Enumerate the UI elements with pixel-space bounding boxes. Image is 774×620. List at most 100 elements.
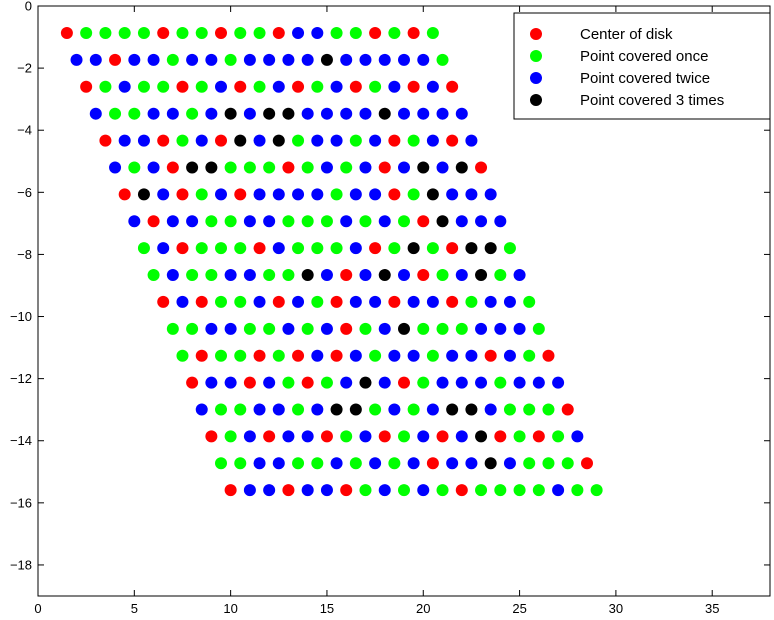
- point-point-covered-twice: [359, 161, 372, 174]
- point-point-covered-once: [243, 322, 256, 335]
- point-point-covered-twice: [243, 269, 256, 282]
- point-point-covered-twice: [503, 295, 516, 308]
- point-point-covered-twice: [436, 376, 449, 389]
- point-point-covered-twice: [407, 349, 420, 362]
- point-point-covered-twice: [263, 215, 276, 228]
- point-point-covered-once: [128, 161, 141, 174]
- point-point-covered-twice: [340, 53, 353, 66]
- point-point-covered-twice: [552, 484, 565, 497]
- point-center-of-disk: [407, 80, 420, 93]
- point-center-of-disk: [157, 295, 170, 308]
- point-point-covered-once: [513, 484, 526, 497]
- point-point-covered-once: [349, 457, 362, 470]
- point-point-covered-twice: [484, 403, 497, 416]
- point-point-covered-once: [503, 242, 516, 255]
- point-point-covered-twice: [369, 457, 382, 470]
- point-point-covered-twice: [243, 484, 256, 497]
- point-point-covered-twice: [282, 322, 295, 335]
- point-point-covered-once: [513, 430, 526, 443]
- point-center-of-disk: [118, 188, 131, 201]
- point-center-of-disk: [417, 215, 430, 228]
- point-point-covered-twice: [378, 484, 391, 497]
- point-center-of-disk: [484, 349, 497, 362]
- point-point-covered-once: [253, 27, 266, 40]
- y-tick-label: −2: [17, 61, 32, 76]
- point-point-covered-once: [234, 27, 247, 40]
- point-center-of-disk: [272, 27, 285, 40]
- point-point-covered-twice: [186, 215, 199, 228]
- point-point-covered-twice: [446, 457, 459, 470]
- point-point-covered-once: [407, 403, 420, 416]
- point-point-covered-twice: [128, 53, 141, 66]
- point-point-covered-twice: [532, 376, 545, 389]
- point-center-of-disk: [378, 161, 391, 174]
- point-point-covered-once: [503, 403, 516, 416]
- point-point-covered-once: [215, 349, 227, 362]
- point-point-covered-twice: [243, 53, 256, 66]
- point-point-covered-once: [80, 27, 93, 40]
- point-point-covered-twice: [426, 403, 439, 416]
- x-tick-label: 25: [512, 601, 526, 616]
- point-point-covered-once: [176, 349, 189, 362]
- point-center-of-disk: [340, 322, 353, 335]
- point-center-of-disk: [176, 242, 189, 255]
- point-point-covered-twice: [484, 295, 497, 308]
- point-point-covered-once: [195, 27, 208, 40]
- point-point-covered-once: [475, 484, 488, 497]
- point-point-covered-once: [215, 242, 227, 255]
- point-point-covered-twice: [311, 403, 324, 416]
- point-point-covered-once: [436, 269, 449, 282]
- point-center-of-disk: [166, 161, 179, 174]
- point-point-covered-twice: [224, 269, 237, 282]
- point-point-covered-twice: [359, 53, 372, 66]
- point-center-of-disk: [176, 80, 189, 93]
- point-center-of-disk: [388, 188, 401, 201]
- point-point-covered-twice: [243, 107, 256, 120]
- point-point-covered-once: [224, 53, 237, 66]
- point-center-of-disk: [282, 161, 295, 174]
- point-point-covered-once: [205, 215, 218, 228]
- point-point-covered-twice: [359, 269, 372, 282]
- point-center-of-disk: [446, 242, 459, 255]
- point-point-covered-twice: [137, 134, 150, 147]
- point-point-covered-twice: [282, 430, 295, 443]
- point-point-covered-once: [388, 27, 401, 40]
- point-point-covered-once: [292, 403, 305, 416]
- y-tick-label: −18: [10, 557, 32, 572]
- point-point-covered-once: [542, 457, 555, 470]
- point-point-covered-once: [195, 242, 208, 255]
- point-point-covered-3-times: [301, 269, 314, 282]
- point-center-of-disk: [320, 430, 333, 443]
- point-point-covered-3-times: [330, 403, 343, 416]
- point-point-covered-twice: [388, 403, 401, 416]
- point-point-covered-twice: [311, 349, 324, 362]
- point-point-covered-once: [186, 322, 199, 335]
- point-point-covered-once: [301, 215, 314, 228]
- point-point-covered-3-times: [465, 403, 478, 416]
- point-point-covered-once: [561, 457, 574, 470]
- point-point-covered-once: [109, 107, 122, 120]
- point-center-of-disk: [99, 134, 112, 147]
- x-tick-label: 20: [416, 601, 430, 616]
- point-point-covered-once: [417, 322, 430, 335]
- point-point-covered-twice: [215, 188, 227, 201]
- point-point-covered-twice: [494, 322, 507, 335]
- point-point-covered-twice: [330, 80, 343, 93]
- point-point-covered-3-times: [263, 107, 276, 120]
- point-point-covered-once: [369, 80, 382, 93]
- point-point-covered-twice: [359, 107, 372, 120]
- point-point-covered-3-times: [475, 269, 488, 282]
- point-point-covered-twice: [253, 457, 266, 470]
- point-point-covered-twice: [215, 80, 227, 93]
- point-center-of-disk: [561, 403, 574, 416]
- point-point-covered-twice: [369, 188, 382, 201]
- point-point-covered-twice: [109, 161, 122, 174]
- point-center-of-disk: [205, 430, 218, 443]
- legend-marker-center-of-disk: [530, 28, 542, 40]
- point-center-of-disk: [157, 134, 170, 147]
- point-point-covered-once: [426, 27, 439, 40]
- point-point-covered-3-times: [407, 242, 420, 255]
- point-point-covered-twice: [513, 376, 526, 389]
- point-point-covered-twice: [243, 430, 256, 443]
